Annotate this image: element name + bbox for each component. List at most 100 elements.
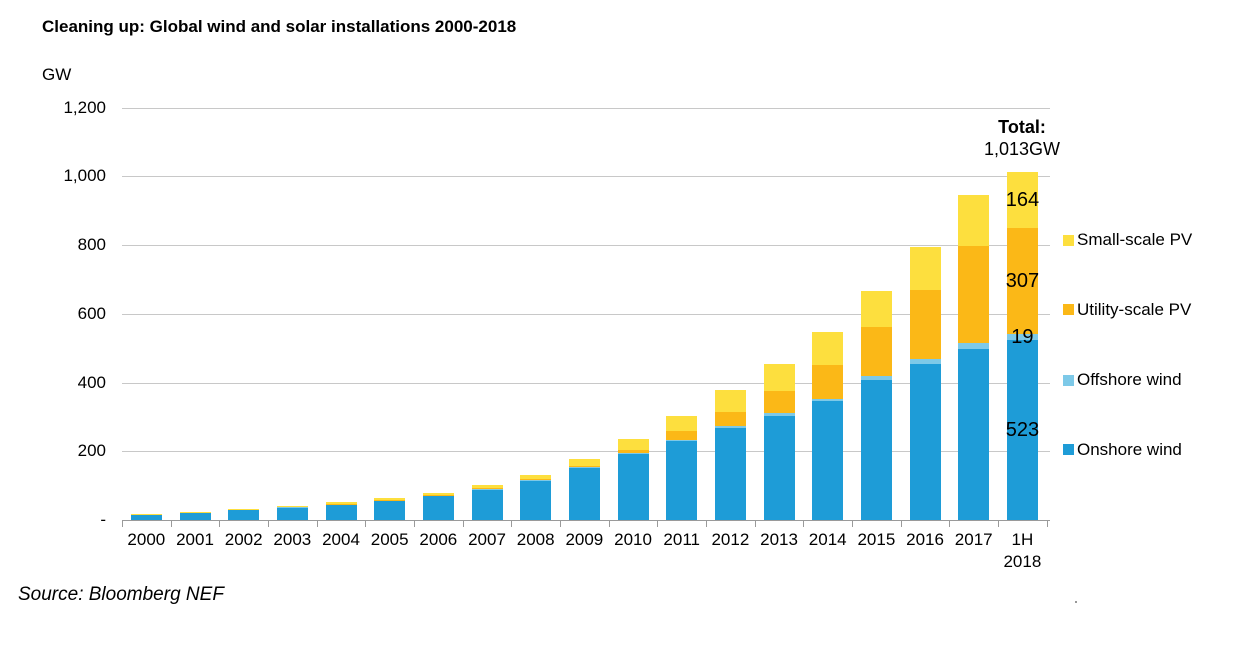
gridline	[122, 451, 1050, 453]
y-tick-label: 1,000	[63, 166, 106, 186]
bar-segment-1h-2018-onshore-wind	[1006, 340, 1038, 520]
x-tick-mark	[511, 520, 513, 527]
bar-segment-2016-onshore-wind	[909, 364, 941, 520]
x-tick-mark	[170, 520, 172, 527]
x-tick-label: 2017	[954, 530, 993, 549]
bar-segment-2005-onshore-wind	[374, 500, 406, 520]
bar-segment-2008-onshore-wind	[520, 480, 552, 520]
bar-segment-2014-offshore-wind	[812, 398, 844, 402]
segment-value-label: 164	[1005, 188, 1040, 211]
gridline	[122, 313, 1050, 315]
bar-segment-2013-utility-scale-pv	[763, 391, 795, 414]
y-tick-label: 200	[77, 441, 106, 461]
x-tick-mark	[219, 520, 221, 527]
bar-segment-2004-onshore-wind	[325, 504, 357, 520]
x-tick-label: 2000	[127, 530, 166, 549]
bar-segment-2010-utility-scale-pv	[617, 449, 649, 454]
bar-segment-2017-small-scale-pv	[958, 194, 990, 246]
bar-segment-2009-utility-scale-pv	[568, 465, 600, 468]
x-tick-mark	[1046, 520, 1048, 527]
legend-swatch-icon	[1063, 444, 1074, 455]
bar-segment-2009-offshore-wind	[568, 467, 600, 469]
bar-segment-1h-2018-small-scale-pv	[1006, 171, 1038, 229]
y-tick-label: -	[100, 510, 106, 529]
x-tick-mark	[365, 520, 367, 527]
bar-segment-2005-small-scale-pv	[374, 498, 406, 500]
x-tick-label: 2012	[711, 530, 750, 549]
x-tick-mark	[949, 520, 951, 527]
x-tick-mark	[122, 520, 123, 527]
bar-segment-2006-small-scale-pv	[422, 492, 454, 495]
bar-segment-2013-small-scale-pv	[763, 364, 795, 392]
bar-segment-2007-utility-scale-pv	[471, 488, 503, 489]
bar-segment-2017-offshore-wind	[958, 342, 990, 350]
bar-segment-2007-onshore-wind	[471, 489, 503, 520]
y-tick-label: 600	[77, 303, 106, 323]
bar-segment-2002-onshore-wind	[228, 509, 260, 520]
x-tick-mark	[754, 520, 756, 527]
x-tick-label: 2005	[370, 530, 409, 549]
bar-segment-2016-utility-scale-pv	[909, 289, 941, 360]
bar-segment-2016-small-scale-pv	[909, 247, 941, 290]
bar-segment-2008-small-scale-pv	[520, 474, 552, 480]
x-tick-label: 2016	[906, 530, 944, 549]
total-value: 1,013GW	[983, 139, 1061, 159]
x-tick-label: 2004	[322, 530, 360, 549]
bar-segment-2000-onshore-wind	[130, 514, 162, 520]
x-axis-line	[122, 520, 1050, 521]
x-tick-label: 2011	[663, 530, 700, 549]
bar-segment-2010-small-scale-pv	[617, 439, 649, 450]
x-tick-mark	[706, 520, 708, 527]
chart-title: Cleaning up: Global wind and solar insta…	[42, 17, 517, 36]
gridline	[122, 245, 1050, 246]
legend-swatch-icon	[1063, 304, 1074, 315]
bar-segment-2015-offshore-wind	[860, 375, 892, 381]
bar-segment-2006-onshore-wind	[422, 495, 454, 520]
bar-segment-2003-small-scale-pv	[276, 505, 308, 507]
legend-item-onshore-wind: Onshore wind	[1063, 440, 1182, 460]
bar-segment-2015-onshore-wind	[860, 380, 892, 520]
bar-segment-1h-2018-utility-scale-pv	[1006, 228, 1038, 334]
x-tick-label: 2002	[224, 530, 263, 549]
stray-dot	[1075, 601, 1077, 603]
total-annotation: Total: 1,013GW	[952, 116, 1092, 160]
legend-label: Utility-scale PV	[1077, 299, 1192, 319]
legend-swatch-icon	[1063, 374, 1074, 386]
bar-segment-2002-small-scale-pv	[228, 509, 260, 510]
bar-segment-2017-onshore-wind	[958, 349, 990, 520]
legend-label: Onshore wind	[1077, 439, 1182, 459]
bar-segment-2009-onshore-wind	[568, 468, 600, 520]
bar-segment-2001-onshore-wind	[179, 512, 211, 520]
x-tick-mark	[316, 520, 318, 527]
y-axis-title: GW	[42, 65, 72, 84]
segment-value-label: 19	[1011, 325, 1034, 348]
bar-segment-2004-small-scale-pv	[325, 502, 357, 504]
bar-segment-2012-small-scale-pv	[714, 390, 746, 412]
bar-segment-2017-utility-scale-pv	[958, 245, 990, 343]
bar-segment-2011-utility-scale-pv	[666, 431, 698, 440]
bar-segment-2012-utility-scale-pv	[714, 411, 746, 427]
x-tick-mark	[900, 520, 902, 527]
bar-segment-2014-small-scale-pv	[812, 332, 844, 366]
legend-label: Small-scale PV	[1077, 230, 1193, 249]
bar-segment-2010-onshore-wind	[617, 454, 649, 520]
bar-segment-2009-small-scale-pv	[568, 459, 600, 466]
x-tick-label: 2008	[516, 530, 555, 549]
x-tick-label: 2013	[760, 530, 798, 549]
source-note: Source: Bloomberg NEF	[18, 584, 224, 605]
bar-segment-2007-small-scale-pv	[471, 485, 503, 489]
bar-segment-2011-offshore-wind	[666, 439, 698, 442]
bar-segment-2012-offshore-wind	[714, 426, 746, 428]
bar-segment-2010-offshore-wind	[617, 453, 649, 455]
bar-segment-2015-utility-scale-pv	[860, 326, 892, 376]
bar-segment-2014-utility-scale-pv	[812, 365, 844, 399]
bar-segment-2008-utility-scale-pv	[520, 479, 552, 481]
y-tick-label: 1,200	[63, 97, 106, 117]
x-tick-mark	[414, 520, 416, 527]
gridline	[122, 382, 1050, 384]
bar-segment-2012-onshore-wind	[714, 427, 746, 520]
x-tick-label: 2001	[176, 530, 214, 549]
x-tick-mark	[852, 520, 854, 527]
gridline	[122, 176, 1050, 178]
